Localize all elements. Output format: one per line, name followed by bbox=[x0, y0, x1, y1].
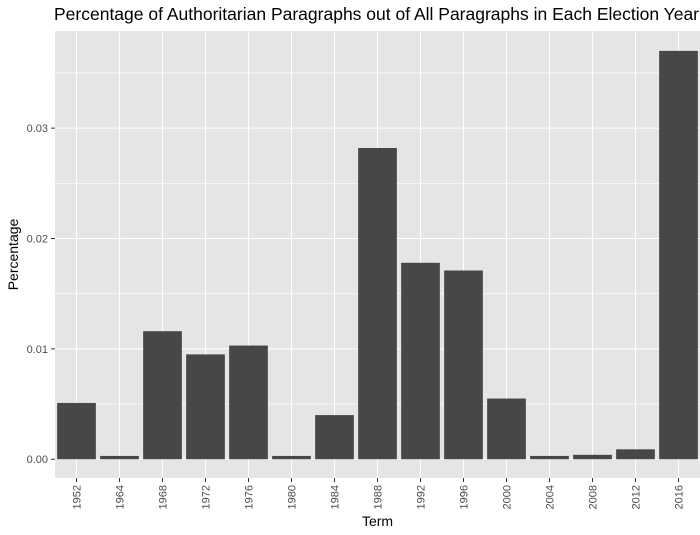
bar-1964 bbox=[100, 455, 139, 460]
y-tick-label: 0.00 bbox=[27, 454, 48, 466]
x-tick-label: 2012 bbox=[631, 485, 643, 509]
y-tick-label: 0.01 bbox=[27, 344, 48, 356]
x-tick-label: 2000 bbox=[502, 485, 514, 509]
bar-1984 bbox=[315, 415, 354, 460]
bar-1996 bbox=[444, 270, 483, 460]
bar-1968 bbox=[143, 331, 182, 460]
chart-title: Percentage of Authoritarian Paragraphs o… bbox=[54, 4, 700, 24]
bar-2000 bbox=[487, 398, 526, 460]
bar-2016 bbox=[659, 50, 698, 460]
x-tick-label: 1996 bbox=[459, 485, 471, 509]
x-tick-label: 1984 bbox=[330, 485, 342, 509]
bar-2008 bbox=[573, 454, 612, 460]
bar-1952 bbox=[57, 402, 96, 460]
y-axis: 0.00 0.01 0.02 0.03 bbox=[27, 123, 55, 466]
x-tick-label: 1968 bbox=[158, 485, 170, 509]
bars bbox=[57, 50, 698, 460]
bar-1980 bbox=[272, 455, 311, 460]
x-tick-label: 2008 bbox=[588, 485, 600, 509]
bar-1976 bbox=[229, 345, 268, 460]
x-tick-label: 1980 bbox=[287, 485, 299, 509]
x-tick-label: 2004 bbox=[545, 485, 557, 509]
bar-2004 bbox=[530, 455, 569, 460]
y-tick-label: 0.03 bbox=[27, 123, 48, 135]
x-tick-label: 1992 bbox=[416, 485, 428, 509]
x-tick-label: 1952 bbox=[72, 485, 84, 509]
x-axis: 1952 1964 1968 1972 1976 1980 1984 1988 1992 1996… bbox=[72, 478, 686, 509]
x-tick-label: 1976 bbox=[244, 485, 256, 509]
x-axis-title: Term bbox=[362, 513, 393, 529]
y-axis-title: Percentage bbox=[5, 218, 21, 290]
x-tick-label: 1964 bbox=[115, 485, 127, 509]
bar-2012 bbox=[616, 449, 655, 460]
bar-1992 bbox=[401, 262, 440, 460]
x-tick-label: 1988 bbox=[373, 485, 385, 509]
bar-1988 bbox=[358, 147, 397, 460]
x-tick-label: 1972 bbox=[201, 485, 213, 509]
bar-1972 bbox=[186, 354, 225, 460]
y-tick-label: 0.02 bbox=[27, 233, 48, 245]
x-tick-label: 2016 bbox=[674, 485, 686, 509]
